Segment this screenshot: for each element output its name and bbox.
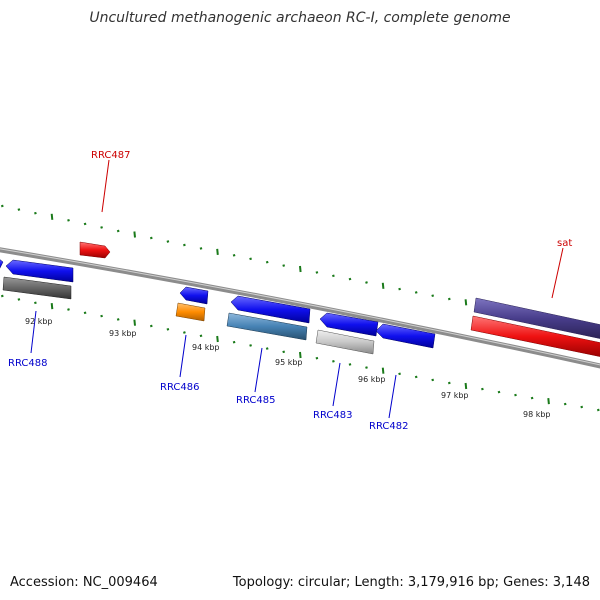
- gene-leader-lines: [30, 159, 564, 419]
- gene-rrc488: [2, 259, 74, 300]
- inner-scale-tick: [447, 381, 451, 385]
- gene-rrc482: [375, 323, 436, 349]
- gene-label-rrc486: RRC486: [160, 382, 199, 393]
- inner-scale-tick: [282, 350, 286, 354]
- inner-scale-tick: [414, 375, 418, 379]
- outer-scale-tick: [365, 281, 368, 284]
- outer-scale-tick: [216, 248, 219, 255]
- inner-scale-tick: [50, 303, 54, 310]
- inner-scale-tick: [133, 319, 136, 326]
- outer-scale-tick: [464, 299, 468, 306]
- inner-scale-tick: [149, 324, 153, 328]
- outer-scale-tick: [447, 297, 451, 301]
- accession-text: Accession: NC_009464: [10, 575, 158, 590]
- gene-rrc485: [226, 295, 311, 341]
- outer-scale-tick: [83, 222, 87, 226]
- gene-label-rrc482: RRC482: [369, 421, 408, 432]
- kbp-label-93: 93 kbp: [109, 329, 137, 338]
- inner-scale-tick: [464, 382, 468, 390]
- outer-scale-tick: [332, 274, 335, 278]
- page-title: Uncultured methanogenic archaeon RC-I, c…: [89, 10, 511, 26]
- inner-scale-tick: [481, 387, 484, 391]
- inner-scale-tick: [249, 344, 252, 347]
- kbp-label-98: 98 kbp: [523, 410, 551, 419]
- outer-scale-tick: [249, 257, 252, 261]
- inner-scale-tick: [299, 351, 302, 359]
- kbp-label-94: 94 kbp: [192, 343, 220, 352]
- inner-scale-tick: [348, 363, 352, 366]
- inner-scale-tick: [547, 398, 550, 405]
- inner-scale-tick: [0, 294, 4, 298]
- outer-scale-tick: [232, 253, 236, 257]
- kbp-label-92: 92 kbp: [25, 317, 53, 326]
- gene-sat: [470, 297, 600, 357]
- inner-scale-tick: [332, 359, 335, 363]
- outer-scale-tick: [348, 277, 352, 281]
- outer-scale-tick: [50, 213, 54, 220]
- inner-scale-tick: [199, 334, 203, 338]
- inner-scale-tick: [232, 340, 236, 344]
- outer-scale-tick: [133, 231, 136, 238]
- outer-scale-tick: [183, 243, 186, 247]
- outer-scale-tick: [381, 282, 385, 289]
- gene-label-rrc485: RRC485: [236, 395, 275, 406]
- outer-scale-tick: [199, 247, 203, 250]
- inner-scale-tick: [563, 402, 567, 406]
- inner-scale-tick: [166, 327, 170, 331]
- inner-scale-tick: [67, 308, 70, 311]
- inner-scale-tick: [265, 347, 269, 350]
- gene-left-edge: [0, 259, 4, 269]
- inner-scale-tick: [398, 372, 401, 376]
- gene-rrc486: [175, 286, 209, 322]
- genome-backbone: [0, 247, 600, 369]
- inner-scale-tick: [381, 367, 385, 374]
- outer-scale-tick: [116, 229, 120, 233]
- inner-scale-tick: [580, 405, 584, 409]
- gene-label-sat: sat: [557, 238, 572, 249]
- genome-summary-text: Topology: circular; Length: 3,179,916 bp…: [232, 575, 590, 590]
- outer-scale-tick: [34, 211, 37, 215]
- outer-scale-tick: [299, 265, 302, 273]
- kbp-label-96: 96 kbp: [358, 375, 386, 384]
- outer-scale-tick: [17, 208, 21, 211]
- inner-scale-tick: [365, 366, 368, 369]
- kbp-label-97: 97 kbp: [441, 391, 469, 400]
- inner-scale-tick: [315, 356, 319, 360]
- outer-scale-tick: [398, 287, 401, 291]
- outer-scale-tick: [431, 294, 435, 298]
- inner-scale-tick: [183, 331, 186, 334]
- inner-scale-tick: [83, 311, 87, 315]
- gene-label-rrc483: RRC483: [313, 410, 352, 421]
- outer-scale-tick: [100, 226, 103, 229]
- outer-scale-tick: [282, 264, 286, 267]
- inner-scale-tick: [497, 390, 501, 394]
- gene-rrc487: [79, 241, 111, 259]
- gene-rrc483: [315, 312, 379, 355]
- inner-scale-tick: [530, 396, 534, 400]
- inner-scale-tick: [514, 393, 517, 397]
- inner-scale-tick: [34, 301, 37, 305]
- inner-scale-tick: [596, 408, 600, 412]
- outer-scale-tick: [414, 291, 418, 294]
- outer-scale-tick: [67, 218, 70, 222]
- outer-scale-tick: [149, 236, 153, 240]
- gene-label-rrc487: RRC487: [91, 150, 130, 161]
- gene-label-rrc488: RRC488: [8, 358, 47, 369]
- kbp-label-95: 95 kbp: [275, 358, 303, 367]
- inner-scale-tick: [116, 318, 120, 321]
- outer-scale-tick: [315, 271, 319, 274]
- outer-scale-tick: [0, 204, 4, 208]
- outer-scale-tick: [265, 260, 269, 264]
- inner-scale-tick: [431, 378, 435, 382]
- outer-scale-tick: [166, 240, 170, 243]
- genome-backbone-highlight: [0, 248, 600, 366]
- inner-scale-tick: [100, 314, 103, 318]
- inner-scale-tick: [216, 335, 219, 343]
- inner-scale-tick: [17, 298, 21, 301]
